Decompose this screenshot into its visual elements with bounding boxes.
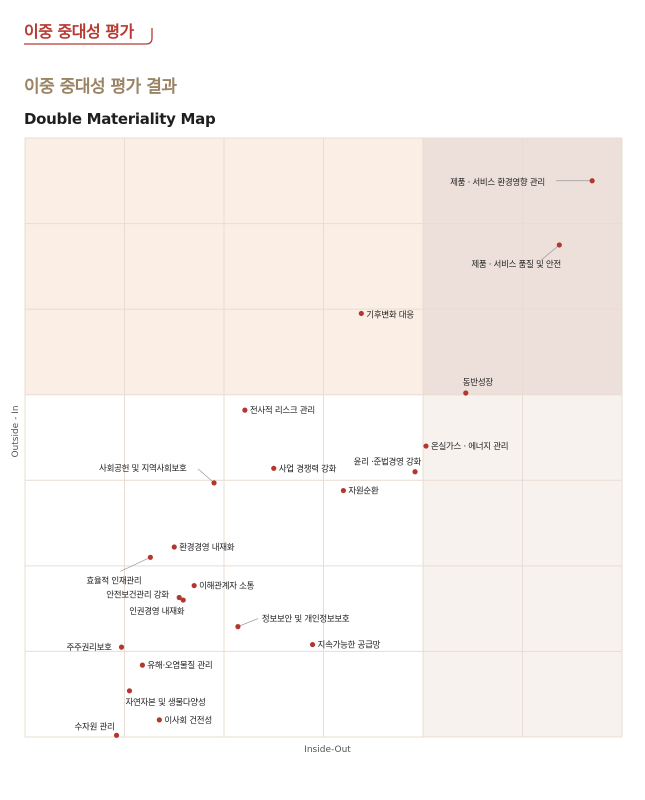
point-label: 이사회 건전성 bbox=[164, 715, 212, 726]
data-point bbox=[242, 407, 248, 413]
point-label: 제품 · 서비스 환경영향 관리 bbox=[450, 177, 545, 188]
point-label: 자원순환 bbox=[348, 486, 379, 497]
point-label: 자연자본 및 생물다양성 bbox=[125, 697, 205, 708]
data-point bbox=[463, 390, 469, 396]
point-label: 안전보건관리 강화 bbox=[106, 590, 169, 601]
y-axis-label: Outside - In bbox=[11, 405, 21, 457]
point-label: 제품 · 서비스 품질 및 안전 bbox=[471, 259, 561, 270]
point-label: 정보보안 및 개인정보보호 bbox=[262, 614, 350, 625]
point-label: 사회공헌 및 지역사회보호 bbox=[99, 463, 187, 474]
data-point bbox=[556, 242, 562, 248]
data-point bbox=[358, 310, 364, 317]
data-point bbox=[191, 582, 197, 589]
point-label: 동반성장 bbox=[463, 377, 494, 388]
data-point bbox=[118, 644, 125, 650]
x-axis-label: Inside-Out bbox=[304, 745, 351, 755]
point-label: 지속가능한 공급망 bbox=[318, 640, 381, 651]
data-point bbox=[176, 594, 182, 601]
point-label: 수자원 관리 bbox=[75, 721, 115, 732]
data-point bbox=[589, 178, 595, 184]
data-point bbox=[126, 688, 133, 694]
point-label: 전사적 리스크 관리 bbox=[250, 405, 315, 416]
data-point bbox=[171, 544, 177, 550]
data-point bbox=[412, 469, 418, 475]
point-label: 윤리 ·준법경영 강화 bbox=[354, 457, 422, 468]
data-point bbox=[147, 554, 153, 560]
data-point bbox=[113, 732, 120, 738]
leader-line bbox=[120, 556, 151, 572]
point-label: 환경경영 내재화 bbox=[179, 542, 235, 553]
point-label: 주주권리보호 bbox=[67, 642, 113, 653]
leader-line bbox=[541, 244, 560, 261]
point-label: 효율적 인재관리 bbox=[86, 575, 141, 586]
page-subtitle: 이중 중대성 평가 결과 bbox=[24, 77, 177, 97]
point-label: 온실가스 · 에너지 관리 bbox=[431, 441, 508, 452]
data-point bbox=[211, 480, 217, 486]
point-label: 인권경영 내재화 bbox=[129, 606, 185, 617]
point-label: 이해관계자 소통 bbox=[199, 581, 255, 592]
data-point bbox=[156, 717, 162, 723]
leader-line bbox=[237, 618, 259, 627]
section-tag: 이중 중대성 평가 bbox=[24, 22, 134, 41]
point-label: 유해·오염물질 관리 bbox=[147, 660, 212, 671]
point-label: 기후변화 대응 bbox=[366, 309, 414, 320]
leader-line bbox=[197, 468, 215, 484]
data-point bbox=[309, 641, 316, 648]
data-point bbox=[139, 662, 146, 668]
data-point bbox=[423, 443, 429, 449]
data-point bbox=[340, 487, 346, 494]
chart-title: Double Materiality Map bbox=[24, 110, 216, 128]
section-tag-underline bbox=[24, 28, 153, 45]
data-point bbox=[235, 624, 241, 630]
point-label: 사업 경쟁력 강화 bbox=[279, 463, 337, 474]
data-point bbox=[180, 597, 186, 603]
data-point bbox=[271, 465, 277, 471]
